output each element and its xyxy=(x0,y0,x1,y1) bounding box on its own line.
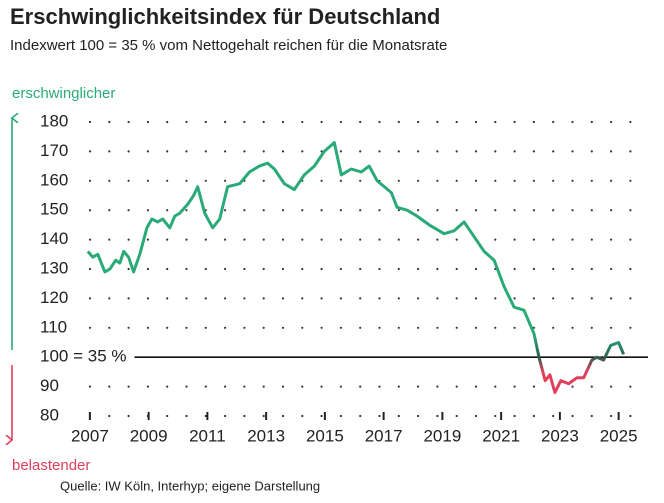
x-tick-label: 2019 xyxy=(423,426,461,445)
upper-label: erschwinglicher xyxy=(12,85,115,102)
y-tick-label: 110 xyxy=(40,317,67,336)
chart-subtitle: Indexwert 100 = 35 % vom Nettogehalt rei… xyxy=(10,37,447,54)
x-tick-label: 2011 xyxy=(189,426,226,445)
y-tick-label: 150 xyxy=(40,200,68,219)
x-tick-label: 2023 xyxy=(541,426,579,445)
y-tick-label: 170 xyxy=(40,141,68,160)
x-tick-label: 2007 xyxy=(71,426,109,445)
x-tick-label: 2021 xyxy=(482,426,520,445)
x-tick-label: 2013 xyxy=(247,426,285,445)
source-note: Quelle: IW Köln, Interhyp; eigene Darste… xyxy=(60,478,320,493)
lower-label: belastender xyxy=(12,457,90,474)
x-tick-label: 2015 xyxy=(306,426,344,445)
y-tick-label: 120 xyxy=(40,288,68,307)
y-tick-label: 140 xyxy=(40,229,68,248)
y-tick-label: 160 xyxy=(40,170,68,189)
y-tick-label: 80 xyxy=(40,405,59,424)
y-tick-label: 100 = 35 % xyxy=(40,347,127,366)
y-tick-label: 130 xyxy=(40,258,68,277)
y-tick-label: 180 xyxy=(40,111,68,130)
x-tick-label: 2017 xyxy=(365,426,403,445)
x-tick-label: 2025 xyxy=(600,426,638,445)
y-tick-label: 90 xyxy=(40,376,59,395)
chart-title: Erschwinglichkeitsindex für Deutschland xyxy=(10,4,440,29)
x-tick-label: 2009 xyxy=(130,426,168,445)
data-line xyxy=(86,141,625,394)
